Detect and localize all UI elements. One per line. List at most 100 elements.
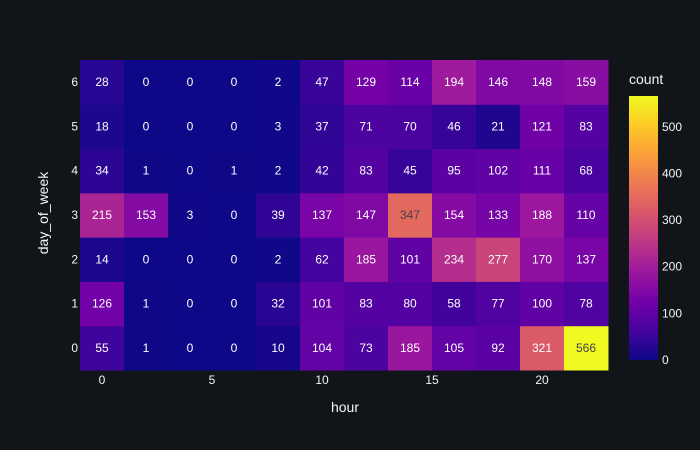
cell-value-label: 146 <box>488 75 508 89</box>
heatmap-cell <box>432 237 477 282</box>
cell-value-label: 0 <box>143 119 150 133</box>
cell-value-label: 137 <box>312 208 332 222</box>
heatmap-cell <box>212 148 257 194</box>
cell-value-label: 37 <box>315 119 329 133</box>
cell-value-label: 0 <box>231 341 238 355</box>
cell-value-label: 21 <box>491 119 505 133</box>
x-axis-ticks: 0 5 10 15 20 <box>99 373 549 387</box>
colorbar-title: count <box>629 71 663 87</box>
y-tick-label: 2 <box>71 252 78 266</box>
heatmap-cell <box>344 60 389 105</box>
cell-value-label: 121 <box>532 119 552 133</box>
cell-value-label: 3 <box>275 119 282 133</box>
heatmap-cell <box>564 281 609 327</box>
heatmap-cell <box>300 237 345 282</box>
cell-value-label: 185 <box>356 252 376 266</box>
heatmap-cell <box>476 148 521 194</box>
cell-value-label: 114 <box>400 75 419 89</box>
heatmap-cell <box>124 104 169 150</box>
heatmap-cell <box>476 237 521 282</box>
heatmap-cell <box>564 148 609 194</box>
heatmap-cell <box>212 104 257 150</box>
y-tick-label: 4 <box>71 164 78 178</box>
cell-value-label: 0 <box>187 252 194 266</box>
cell-value-label: 32 <box>271 297 285 311</box>
cell-value-label: 83 <box>579 119 593 133</box>
colorbar: 0 100 200 300 400 500 count <box>629 71 682 367</box>
heatmap-cell <box>520 237 565 282</box>
cell-value-label: 0 <box>231 75 238 89</box>
cell-value-label: 185 <box>400 341 420 355</box>
heatmap-cell <box>564 192 609 238</box>
heatmap-cell <box>212 281 257 327</box>
cell-value-label: 153 <box>136 208 156 222</box>
cell-value-label: 1 <box>231 164 238 178</box>
colorbar-tick-label: 300 <box>662 213 682 227</box>
heatmap-cell <box>520 325 565 371</box>
x-tick-label: 10 <box>315 373 329 387</box>
cell-value-label: 18 <box>95 119 109 133</box>
heatmap-cell <box>476 192 521 238</box>
heatmap-cell <box>432 148 477 194</box>
cell-value-label: 78 <box>579 297 593 311</box>
cell-value-label: 104 <box>312 341 332 355</box>
cell-value-label: 1 <box>143 164 150 178</box>
cell-value-label: 0 <box>231 208 238 222</box>
heatmap-cell <box>300 281 345 327</box>
heatmap-cell <box>256 192 301 238</box>
heatmap-cell <box>476 325 521 371</box>
heatmap-cell <box>300 325 345 371</box>
heatmap-cell <box>520 281 565 327</box>
cell-value-label: 0 <box>187 75 194 89</box>
heatmap-cell <box>432 325 477 371</box>
cell-value-label: 0 <box>143 75 150 89</box>
heatmap-cell <box>564 60 609 105</box>
cell-value-label: 34 <box>95 164 109 178</box>
x-tick-label: 5 <box>209 373 216 387</box>
heatmap-cell <box>564 104 609 150</box>
heatmap-cell <box>256 325 301 371</box>
heatmap-cell <box>520 148 565 194</box>
heatmap-cell <box>476 281 521 327</box>
cell-value-label: 100 <box>532 297 552 311</box>
colorbar-gradient <box>629 96 658 360</box>
cell-value-label: 126 <box>92 297 112 311</box>
y-tick-label: 6 <box>71 75 78 89</box>
cell-value-label: 45 <box>403 164 417 178</box>
heatmap-cell <box>476 104 521 150</box>
heatmap-cell <box>344 325 389 371</box>
cell-value-label: 70 <box>403 119 417 133</box>
heatmap-cell <box>168 104 213 150</box>
heatmap-cell <box>124 192 169 238</box>
x-tick-label: 20 <box>535 373 549 387</box>
cell-value-label: 215 <box>92 208 112 222</box>
heatmap-cell <box>256 237 301 282</box>
heatmap-cell <box>388 60 433 105</box>
heatmap-cell <box>520 192 565 238</box>
heatmap-cell <box>80 325 125 371</box>
heatmap-cell <box>432 192 477 238</box>
cell-value-label: 111 <box>533 164 552 178</box>
cell-value-label: 0 <box>187 119 194 133</box>
cell-value-label: 1 <box>143 297 150 311</box>
heatmap-cell <box>80 192 125 238</box>
cell-value-label: 321 <box>532 341 552 355</box>
heatmap-cell <box>80 148 125 194</box>
cell-value-label: 83 <box>359 164 373 178</box>
cell-value-label: 58 <box>447 297 461 311</box>
x-tick-label: 15 <box>425 373 439 387</box>
x-tick-label: 0 <box>99 373 106 387</box>
cell-value-label: 110 <box>576 208 595 222</box>
heatmap-cell <box>432 281 477 327</box>
heatmap-cell <box>388 148 433 194</box>
cell-value-label: 42 <box>315 164 329 178</box>
cell-value-label: 0 <box>231 297 238 311</box>
y-axis-title: day_of_week <box>35 171 51 255</box>
cell-value-label: 0 <box>187 297 194 311</box>
heatmap-cell <box>564 237 609 282</box>
heatmap-cell <box>388 325 433 371</box>
heatmap-cell <box>388 104 433 150</box>
cell-value-label: 234 <box>444 252 464 266</box>
